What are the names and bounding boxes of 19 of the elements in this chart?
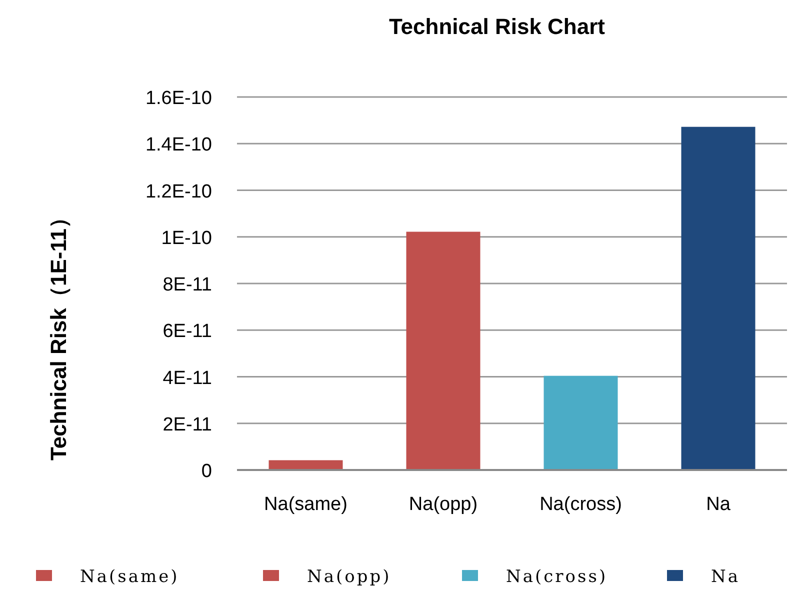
- y-tick-label: 0: [201, 461, 212, 482]
- y-tick-label: 1E-10: [161, 228, 212, 249]
- y-tick-label: 4E-11: [162, 368, 212, 389]
- y-tick-label: 2E-11: [162, 414, 212, 436]
- y-tick-label: 1.6E-10: [145, 88, 212, 109]
- y-tick-label: 1.2E-10: [145, 181, 212, 202]
- legend-label: Na(opp): [307, 567, 392, 587]
- x-tick-label: Na(opp): [408, 494, 478, 515]
- y-tick-label: 6E-11: [162, 321, 212, 342]
- x-tick-label: Na: [706, 494, 731, 515]
- x-tick-label: Na(cross): [540, 494, 622, 515]
- x-tick-label: Na(same): [264, 494, 348, 515]
- y-axis-title: Technical Risk（1E-11）: [46, 206, 71, 460]
- y-tick-label: 1.4E-10: [145, 134, 212, 156]
- legend-label: Na(cross): [506, 567, 608, 587]
- y-tick-label: 8E-11: [162, 274, 212, 296]
- legend-label: Na: [711, 567, 740, 587]
- legend-label: Na(same): [80, 567, 180, 587]
- chart-title: Technical Risk Chart: [389, 14, 606, 39]
